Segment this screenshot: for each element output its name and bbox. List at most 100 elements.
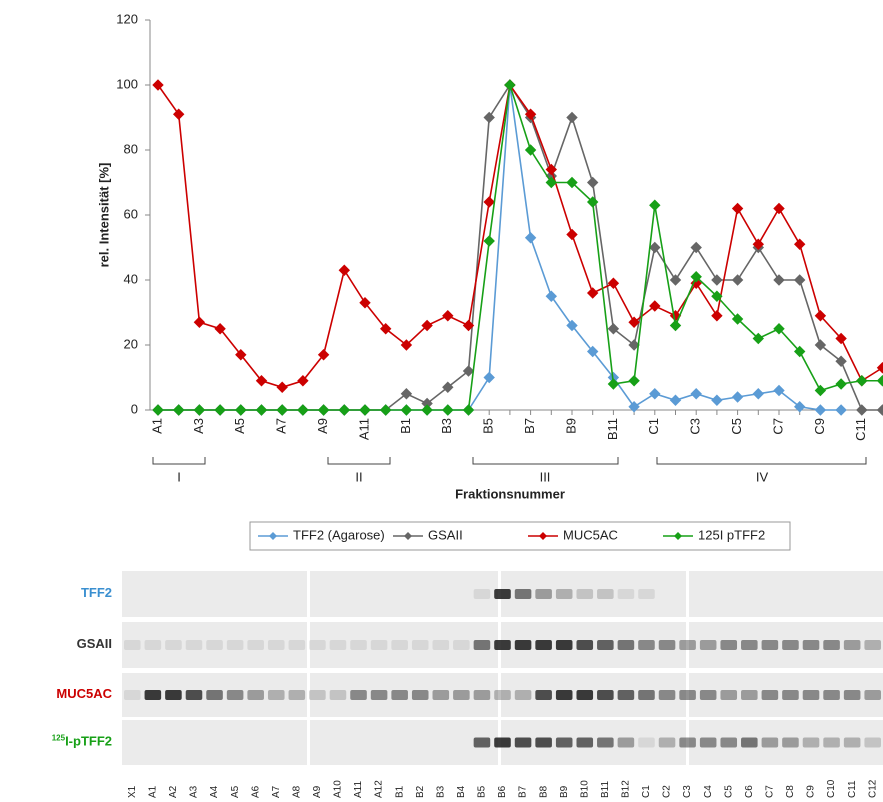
data-point — [277, 382, 287, 392]
blot-band — [700, 640, 717, 650]
blot-band — [823, 690, 840, 700]
group-label: I — [177, 469, 181, 484]
y-tick-label: 120 — [116, 11, 138, 26]
blot-band — [535, 640, 552, 650]
data-point — [815, 386, 825, 396]
blot-band — [679, 690, 696, 700]
blot-band — [330, 640, 347, 650]
lane-label: B2 — [415, 785, 426, 798]
blot-band — [720, 690, 737, 700]
blot-band — [844, 690, 861, 700]
data-point — [712, 275, 722, 285]
blot-band — [289, 690, 306, 700]
data-point — [153, 405, 163, 415]
blot-band — [391, 690, 408, 700]
row-text: I-pTFF2 — [65, 734, 112, 749]
blot-band — [186, 640, 203, 650]
data-point — [526, 145, 536, 155]
data-point — [443, 311, 453, 321]
blot-band — [556, 690, 573, 700]
blot-band — [494, 690, 511, 700]
blot-band — [535, 690, 552, 700]
blot-band — [659, 690, 676, 700]
group-label: II — [355, 469, 362, 484]
blot-band — [618, 589, 635, 599]
blot-band — [679, 640, 696, 650]
blot-panel — [122, 571, 307, 617]
lane-label: A2 — [168, 785, 179, 798]
data-point — [733, 392, 743, 402]
blot-band — [494, 640, 511, 650]
data-point — [733, 275, 743, 285]
blot-band — [597, 738, 614, 748]
lane-label: A12 — [374, 780, 385, 798]
blot-band — [350, 690, 367, 700]
blot-band — [720, 640, 737, 650]
lane-label: C4 — [703, 785, 714, 798]
blot-band — [474, 738, 491, 748]
lane-label: B7 — [518, 785, 529, 798]
data-point — [484, 373, 494, 383]
blot-band — [124, 640, 141, 650]
lane-label: C12 — [867, 779, 878, 798]
blot-band — [124, 690, 141, 700]
data-point — [484, 236, 494, 246]
x-tick-label: A7 — [274, 418, 289, 434]
y-tick-label: 80 — [124, 141, 138, 156]
data-point — [878, 376, 883, 386]
blot-band — [165, 690, 182, 700]
lane-label: C2 — [662, 785, 673, 798]
blot-band — [823, 640, 840, 650]
lane-label: B12 — [621, 780, 632, 798]
data-point — [795, 239, 805, 249]
blot-band — [474, 640, 491, 650]
blot-band — [145, 690, 162, 700]
blot-band — [494, 738, 511, 748]
legend-label: TFF2 (Agarose) — [293, 527, 385, 542]
data-point — [174, 405, 184, 415]
lane-label: B5 — [477, 785, 488, 798]
blot-band — [247, 640, 264, 650]
blot-band — [864, 690, 881, 700]
data-point — [650, 389, 660, 399]
lane-label: A1 — [147, 785, 158, 798]
blot-band — [741, 738, 758, 748]
blot-row-label: MUC5AC — [56, 686, 112, 701]
data-point — [153, 80, 163, 90]
blot-band — [515, 640, 532, 650]
data-point — [567, 113, 577, 123]
lane-label: A4 — [209, 785, 220, 798]
blot-band — [638, 589, 655, 599]
lane-label: C3 — [682, 785, 693, 798]
blot-band — [618, 738, 635, 748]
blot-band — [762, 738, 779, 748]
lane-label: A8 — [291, 785, 302, 798]
y-tick-label: 60 — [124, 206, 138, 221]
blot-row-label: TFF2 — [81, 585, 112, 600]
data-point — [857, 405, 867, 415]
blot-row-label: GSAII — [77, 636, 112, 651]
blot-band — [556, 738, 573, 748]
lane-label: B4 — [456, 785, 467, 798]
blot-band — [803, 640, 820, 650]
group-label: III — [540, 469, 551, 484]
blot-band — [535, 589, 552, 599]
figure: rel. Intensität [%] Fraktionsnummer I II… — [0, 0, 883, 802]
x-tick-label: C11 — [853, 418, 868, 441]
row-text: TFF2 — [81, 585, 112, 600]
data-point — [588, 178, 598, 188]
blot-band — [597, 589, 614, 599]
blot-band — [700, 738, 717, 748]
series-line — [158, 85, 883, 410]
data-point — [505, 80, 515, 90]
x-tick-label: C3 — [688, 418, 703, 435]
group-bracket — [328, 457, 390, 464]
data-point — [484, 197, 494, 207]
data-point — [339, 405, 349, 415]
blot-band — [515, 589, 532, 599]
blot-band — [618, 690, 635, 700]
group-bracket — [657, 457, 866, 464]
blot-band — [433, 640, 450, 650]
blot-band — [145, 640, 162, 650]
x-tick-label: B9 — [563, 418, 578, 434]
